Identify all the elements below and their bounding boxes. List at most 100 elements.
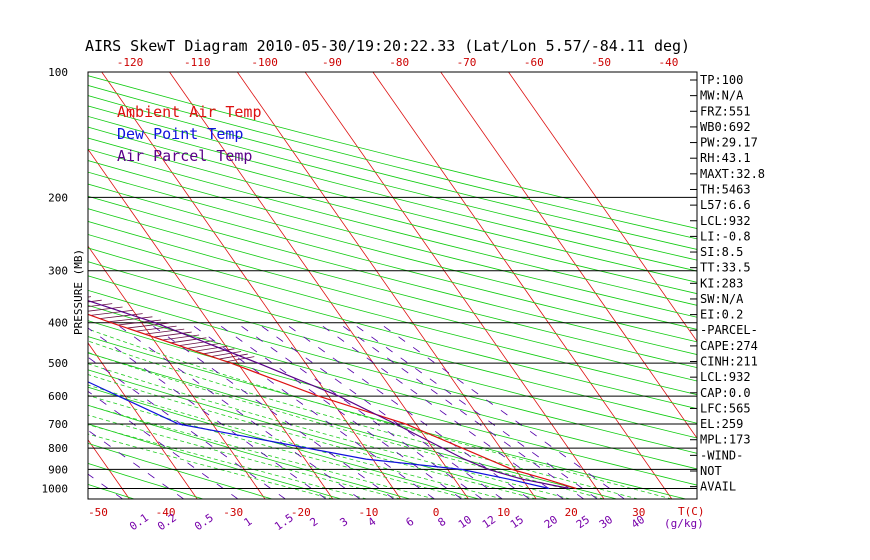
index-label: CAP:0.0 xyxy=(700,386,751,400)
top-temp-tick-label: -90 xyxy=(322,56,342,69)
moist-adiabat xyxy=(88,374,537,499)
dry-adiabat xyxy=(88,275,697,439)
cape-hatch xyxy=(187,343,221,349)
index-label: AVAIL xyxy=(700,480,736,494)
index-label: RH:43.1 xyxy=(700,151,751,165)
mixing-ratio-tick-label: 20 xyxy=(542,513,560,531)
top-temperature-axis: -120 -110 -100 -90 -80 -70 -60 -50 -40 xyxy=(117,56,679,69)
pressure-tick-label: 500 xyxy=(48,357,68,370)
index-label: SW:N/A xyxy=(700,292,744,306)
moist-adiabat xyxy=(88,328,672,499)
cape-hatch xyxy=(179,340,214,347)
bottom-temp-tick-label: -50 xyxy=(88,506,108,519)
legend-entry: Dew Point Temp xyxy=(117,125,243,143)
dry-adiabat xyxy=(88,247,697,410)
cape-hatch xyxy=(99,313,143,320)
mixing-ratio-tick-label: 0.1 xyxy=(127,511,151,533)
dry-adiabat xyxy=(88,160,697,318)
bottom-temp-tick-label: -20 xyxy=(291,506,311,519)
cape-hatch xyxy=(90,309,133,316)
dry-adiabat xyxy=(88,148,697,306)
mixing-ratio-tick-label: 15 xyxy=(508,513,526,531)
mixing-ratio-line xyxy=(188,322,435,499)
isobar-lines xyxy=(88,196,697,489)
top-temp-tick-label: -100 xyxy=(251,56,278,69)
cape-hatch xyxy=(153,331,192,338)
index-label: -PARCEL- xyxy=(700,323,758,337)
top-temp-tick-label: -70 xyxy=(457,56,477,69)
legend: Ambient Air Temp Dew Point Temp Air Parcel… xyxy=(117,103,262,165)
bottom-temp-tick-label: -10 xyxy=(358,506,378,519)
index-label: MW:N/A xyxy=(700,89,744,103)
top-temp-tick-label: -110 xyxy=(184,56,211,69)
chart-title: AIRS SkewT Diagram 2010-05-30/19:20:22.3… xyxy=(85,37,690,55)
bottom-temp-tick-label: 30 xyxy=(632,506,645,519)
dry-adiabat xyxy=(88,115,697,272)
pressure-axis: 100 200 300 400 500 600 700 800 900 1000 xyxy=(42,66,69,495)
dry-adiabat xyxy=(88,171,697,330)
mixing-ratio-tick-label: 40 xyxy=(629,513,647,531)
mixing-ratio-line xyxy=(114,322,361,499)
pressure-tick-label: 200 xyxy=(48,191,68,204)
cape-hatch xyxy=(195,345,228,352)
pressure-tick-label: 1000 xyxy=(42,482,69,495)
dry-adiabat xyxy=(88,105,697,261)
isotherm-line xyxy=(508,72,697,342)
index-label: WB0:692 xyxy=(700,120,751,134)
mixing-ratio-tick-label: 8 xyxy=(436,515,449,529)
mixing-ratio-tick-label: 3 xyxy=(338,515,351,529)
dry-adiabat xyxy=(88,221,697,382)
dry-adiabat xyxy=(88,336,686,499)
index-label: NOT xyxy=(700,464,722,478)
dry-adiabat xyxy=(88,137,697,295)
index-label: LFC:565 xyxy=(700,401,751,415)
index-label: TH:5463 xyxy=(700,182,751,196)
series-line-air-parcel-temp xyxy=(88,300,570,490)
bottom-temp-tick-label: -40 xyxy=(156,506,176,519)
mixing-ratio-tick-label: 10 xyxy=(456,513,474,531)
index-label: CINH:211 xyxy=(700,355,758,369)
mixing-ratio-line xyxy=(338,322,584,499)
mixing-ratio-line xyxy=(148,322,395,499)
pressure-tick-label: 400 xyxy=(48,317,68,330)
top-temp-tick-label: -50 xyxy=(591,56,611,69)
mixing-ratio-line xyxy=(283,322,530,499)
index-label: KI:283 xyxy=(700,276,743,290)
isotherm-line xyxy=(88,245,266,499)
cape-hatch xyxy=(0,274,22,279)
cape-hatch xyxy=(135,325,177,332)
bottom-temp-tick-label: 20 xyxy=(565,506,578,519)
legend-entry: Ambient Air Temp xyxy=(117,103,262,121)
mixing-ratio-line xyxy=(88,390,239,499)
dry-adiabat xyxy=(88,183,697,343)
dry-adiabat xyxy=(88,320,697,486)
top-temp-tick-label: -120 xyxy=(117,56,144,69)
top-temp-tick-label: -40 xyxy=(658,56,678,69)
cape-hatch xyxy=(218,353,248,360)
mixing-ratio-line xyxy=(215,322,462,499)
bottom-temp-tick-label: 0 xyxy=(433,506,440,519)
cape-hatch xyxy=(0,270,9,275)
index-label: LCL:932 xyxy=(700,370,751,384)
legend-entry: Air Parcel Temp xyxy=(117,147,252,165)
index-label: SI:8.5 xyxy=(700,245,743,259)
cape-hatch xyxy=(11,282,46,287)
dry-adiabat xyxy=(88,208,697,369)
index-label: EI:0.2 xyxy=(700,308,743,322)
mixing-ratio-line xyxy=(236,322,483,499)
moist-adiabat xyxy=(88,340,639,499)
isotherm-line xyxy=(236,72,537,499)
dry-adiabat xyxy=(88,261,697,424)
series-line-ambient-air-temp xyxy=(88,313,577,490)
dry-adiabat xyxy=(88,484,135,499)
cape-hatch xyxy=(162,334,200,341)
index-label: FRZ:551 xyxy=(700,104,751,118)
index-label: TP:100 xyxy=(700,73,743,87)
bottom-temp-tick-label: -30 xyxy=(223,506,243,519)
cape-hatch xyxy=(226,356,255,363)
cape-hatch xyxy=(170,337,207,344)
x-axis-label: T(C) xyxy=(678,505,705,518)
mixing-ratio-tick-label: 1 xyxy=(242,515,255,529)
